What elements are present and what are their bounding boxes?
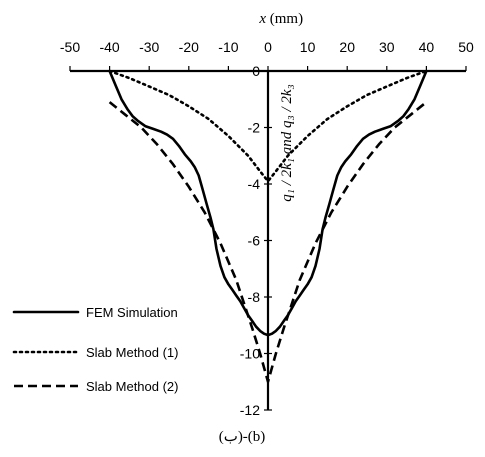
legend: FEM Simulation Slab Method (1) Slab Method… bbox=[12, 305, 179, 394]
x-tick-label: -40 bbox=[99, 39, 119, 55]
x-tick-label: 20 bbox=[339, 39, 355, 55]
y-tick-label: -12 bbox=[240, 402, 260, 418]
y-tick-label: -8 bbox=[248, 289, 261, 305]
y-tick-label: -10 bbox=[240, 346, 260, 362]
x-tick-label: 40 bbox=[419, 39, 435, 55]
x-tick-label: 0 bbox=[264, 39, 272, 55]
legend-label-3: Slab Method (2) bbox=[86, 379, 179, 394]
y-axis-label: q₁ / 2k₁ and q₃ / 2k₃ bbox=[279, 84, 295, 202]
x-tick-label: -50 bbox=[60, 39, 80, 55]
x-tick-label: -30 bbox=[139, 39, 159, 55]
x-tick-label: -10 bbox=[218, 39, 238, 55]
x-axis-unit: (mm) bbox=[266, 11, 303, 27]
x-tick-label: 50 bbox=[458, 39, 474, 55]
legend-label-1: FEM Simulation bbox=[86, 305, 178, 320]
y-tick-label: -4 bbox=[248, 176, 261, 192]
y-tick-label: 0 bbox=[252, 63, 260, 79]
y-axis: 0 -2 -4 -6 -8 -10 -12 bbox=[240, 63, 272, 418]
x-tick-label: 10 bbox=[300, 39, 316, 55]
y-tick-label: -6 bbox=[248, 233, 261, 249]
x-tick-label: 30 bbox=[379, 39, 395, 55]
figure-caption: (ب)-(b) bbox=[219, 429, 266, 445]
x-axis: -50 -40 -30 -20 -10 0 10 20 30 40 50 bbox=[60, 39, 474, 73]
legend-label-2: Slab Method (1) bbox=[86, 345, 179, 360]
y-tick-label: -2 bbox=[248, 120, 261, 136]
x-tick-label: -20 bbox=[179, 39, 199, 55]
x-axis-title: x bbox=[258, 11, 266, 27]
